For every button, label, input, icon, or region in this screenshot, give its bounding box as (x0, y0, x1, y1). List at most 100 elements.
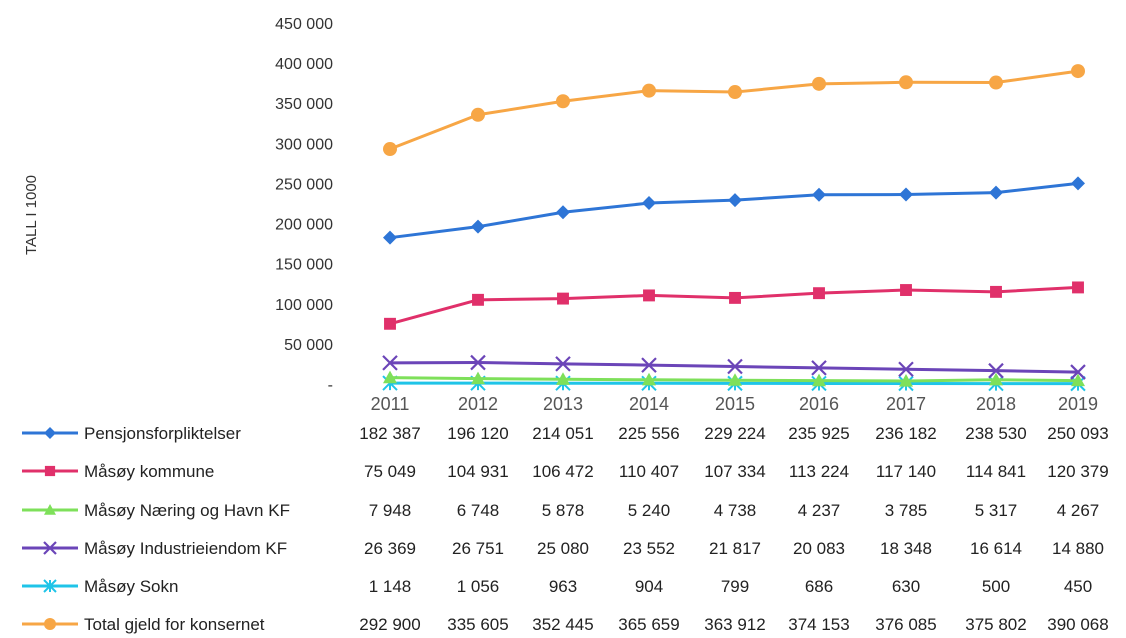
table-cell: 236 182 (875, 424, 936, 443)
legend-marker (44, 618, 56, 630)
data-point (383, 230, 397, 245)
legend-marker (44, 504, 56, 515)
table-cell: 450 (1064, 577, 1092, 596)
table-cell: 14 880 (1052, 539, 1104, 558)
data-point (727, 358, 743, 375)
y-tick-label: 400 000 (275, 56, 333, 73)
table-cell: 110 407 (619, 462, 679, 481)
table-cell: 23 552 (623, 539, 675, 558)
series-0 (383, 176, 1085, 245)
table-cell: 4 237 (798, 501, 841, 520)
table-cell: 229 224 (704, 424, 765, 443)
data-point (989, 372, 1003, 386)
table-cell: 18 348 (880, 539, 932, 558)
data-point (989, 75, 1003, 90)
table-cell: 16 614 (970, 539, 1022, 558)
table-cell: 352 445 (532, 615, 593, 634)
data-point (898, 361, 914, 378)
table-cell: 375 802 (965, 615, 1026, 634)
data-point (728, 85, 742, 100)
table-cell: 250 093 (1047, 424, 1108, 443)
data-table: Pensjonsforpliktelser 182 387 196 120 214 0… (22, 424, 1109, 634)
data-point (642, 196, 656, 211)
table-row: Måsøy Sokn 1 148 1 056 963 904 799 686 630 500 45… (22, 577, 1092, 596)
data-point (557, 292, 569, 305)
data-point (470, 354, 486, 371)
table-cell: 196 120 (447, 424, 508, 443)
table-cell: 5 878 (542, 501, 585, 520)
x-tick-label: 2015 (715, 394, 755, 414)
data-point (728, 373, 742, 386)
legend-marker (43, 541, 57, 555)
x-tick-label: 2011 (371, 394, 410, 414)
table-row: Pensjonsforpliktelser 182 387 196 120 214 0… (22, 424, 1109, 443)
table-cell: 104 931 (447, 462, 508, 481)
y-tick-label: 200 000 (275, 217, 333, 234)
y-tick-label: 450 000 (275, 16, 333, 33)
table-cell: 6 748 (457, 501, 500, 520)
table-cell: 1 148 (369, 577, 412, 596)
series-5 (383, 64, 1085, 157)
legend-marker (44, 465, 56, 477)
data-point (729, 291, 741, 304)
data-point (382, 355, 398, 371)
data-point (989, 185, 1003, 200)
table-cell: 1 056 (457, 577, 500, 596)
x-tick-labels: 2011 2012 2013 2014 2015 2016 2017 2018 2019 (371, 394, 1098, 414)
table-cell: 363 912 (704, 615, 765, 634)
table-cell: 376 085 (875, 615, 936, 634)
data-point (471, 107, 485, 122)
legend-marker (44, 427, 56, 439)
legend-label: Pensjonsforpliktelser (84, 424, 241, 443)
y-tick-label: - (328, 377, 333, 394)
legend-label: Måsøy kommune (84, 462, 214, 481)
data-point (383, 142, 397, 157)
table-cell: 113 224 (789, 462, 849, 481)
data-point (471, 219, 485, 234)
x-tick-label: 2014 (629, 394, 669, 414)
data-point (383, 370, 397, 384)
y-tick-label: 250 000 (275, 176, 333, 193)
table-cell: 20 083 (793, 539, 845, 558)
table-cell: 182 387 (359, 424, 420, 443)
legend-label: Total gjeld for konsernet (84, 615, 265, 634)
data-point (1072, 281, 1084, 294)
table-cell: 686 (805, 577, 833, 596)
data-point (990, 285, 1002, 298)
table-cell: 630 (892, 577, 920, 596)
table-cell: 4 267 (1057, 501, 1100, 520)
table-cell: 26 751 (452, 539, 504, 558)
series-2 (383, 370, 1085, 387)
table-cell: 21 817 (709, 539, 761, 558)
data-point (1071, 176, 1085, 191)
table-cell: 5 240 (628, 501, 671, 520)
y-axis-title: TALL I 1000 (23, 175, 40, 255)
table-cell: 107 334 (704, 462, 765, 481)
table-cell: 117 140 (876, 462, 936, 481)
data-point (384, 317, 396, 330)
table-cell: 225 556 (618, 424, 679, 443)
legend-label: Måsøy Sokn (84, 577, 178, 596)
series-line (389, 69, 1079, 151)
table-cell: 7 948 (369, 501, 412, 520)
table-cell: 335 605 (447, 615, 508, 634)
x-tick-label: 2019 (1058, 394, 1098, 414)
table-cell: 390 068 (1047, 615, 1108, 634)
table-cell: 106 472 (532, 462, 593, 481)
series-1 (384, 281, 1084, 330)
data-point (811, 360, 827, 376)
y-tick-label: 150 000 (275, 257, 333, 274)
data-point (556, 205, 570, 220)
data-point (1071, 373, 1085, 387)
data-point (988, 362, 1004, 379)
series-lines (382, 64, 1086, 392)
table-cell: 4 738 (714, 501, 757, 520)
y-tick-label: 350 000 (275, 96, 333, 113)
table-cell: 904 (635, 577, 663, 596)
table-cell: 500 (982, 577, 1010, 596)
table-row: Måsøy Næring og Havn KF 7 948 6 748 5 878 5 … (22, 501, 1099, 520)
table-cell: 365 659 (618, 615, 679, 634)
legend-marker (43, 579, 57, 593)
table-cell: 238 530 (965, 424, 1026, 443)
